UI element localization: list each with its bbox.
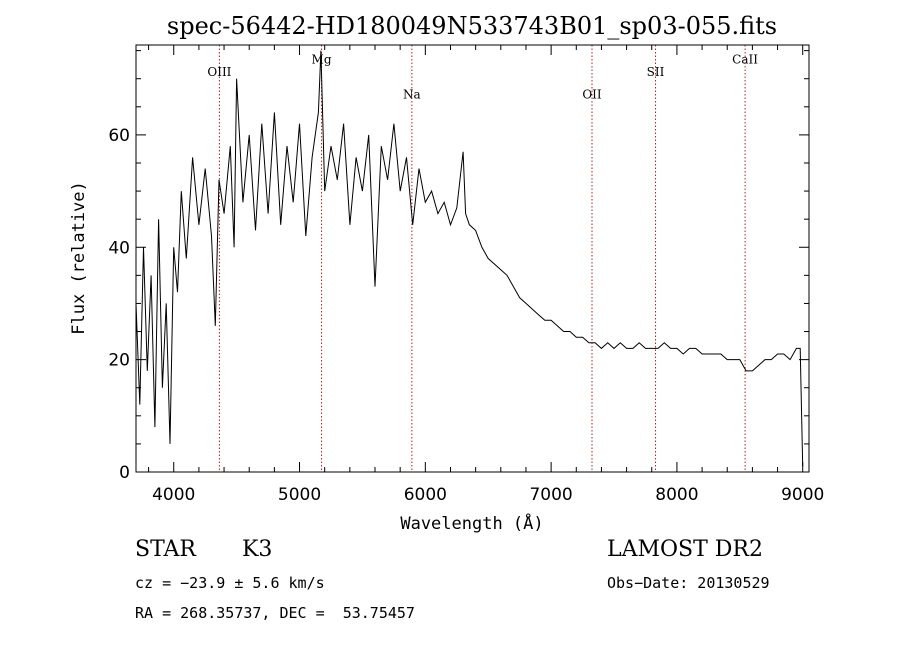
x-tick-label: 4000 bbox=[152, 485, 195, 505]
object-subclass: K3 bbox=[242, 537, 273, 562]
spectral-line-label: OII bbox=[582, 87, 602, 101]
chart-title: spec-56442-HD180049N533743B01_sp03-055.f… bbox=[167, 12, 777, 40]
observation-date: Obs−Date: 20130529 bbox=[607, 574, 770, 592]
x-tick-label: 7000 bbox=[529, 485, 572, 505]
y-tick-label: 0 bbox=[119, 463, 130, 483]
x-tick-label: 5000 bbox=[278, 485, 321, 505]
spectral-line-label: CaII bbox=[732, 53, 758, 67]
x-tick-label: 6000 bbox=[404, 485, 447, 505]
y-axis-ticks: 0 20 40 60 bbox=[108, 50, 809, 483]
y-axis-label: Flux (relative) bbox=[69, 181, 89, 335]
x-axis-ticks: 4000 5000 6000 7000 8000 9000 bbox=[148, 45, 824, 505]
survey-name: LAMOST DR2 bbox=[607, 537, 763, 562]
spectral-line-label: Na bbox=[403, 87, 421, 101]
object-class: STAR bbox=[135, 537, 196, 562]
y-tick-label: 60 bbox=[108, 126, 130, 146]
x-tick-label: 8000 bbox=[655, 485, 698, 505]
y-tick-label: 40 bbox=[108, 238, 130, 258]
spectral-line-label: OIII bbox=[207, 65, 231, 79]
redshift-velocity: cz = −23.9 ± 5.6 km/s bbox=[135, 574, 325, 592]
emission-lines: OIII Mg Na OII SII CaII bbox=[207, 45, 758, 472]
spectral-line-label: Mg bbox=[312, 53, 332, 67]
spectrum-line bbox=[135, 50, 804, 467]
coordinates: RA = 268.35737, DEC = 53.75457 bbox=[135, 604, 415, 622]
x-tick-label: 9000 bbox=[781, 485, 824, 505]
plot-frame bbox=[135, 44, 810, 473]
spectrum-series bbox=[135, 50, 804, 467]
x-axis-label: Wavelength (Å) bbox=[400, 512, 543, 534]
y-tick-label: 20 bbox=[108, 351, 130, 371]
spectral-line-label: SII bbox=[647, 65, 665, 79]
